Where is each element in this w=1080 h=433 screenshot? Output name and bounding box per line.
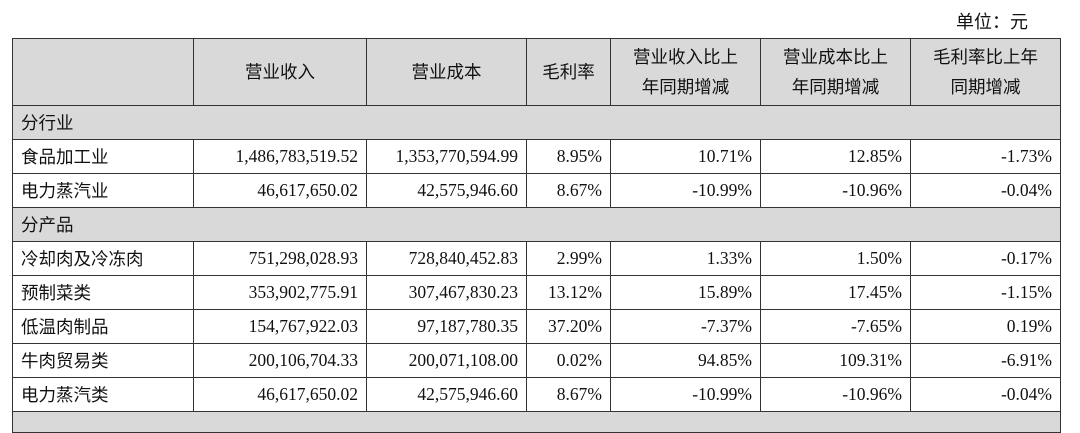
cell-value: 17.45%: [760, 275, 911, 310]
cell-value: 200,071,108.00: [366, 343, 527, 378]
cell-value: 46,617,650.02: [193, 377, 367, 412]
next-group-row: [12, 411, 1061, 433]
cell-value: -1.73%: [910, 139, 1061, 174]
row-label: 食品加工业: [12, 139, 194, 174]
cell-value: 8.95%: [526, 139, 611, 174]
cell-value: 200,106,704.33: [193, 343, 367, 378]
cell-value: -0.04%: [910, 377, 1061, 412]
cell-value: -1.15%: [910, 275, 1061, 310]
cell-value: -10.96%: [760, 173, 911, 208]
cell-value: 15.89%: [610, 275, 761, 310]
cell-value: -10.99%: [610, 173, 761, 208]
table-row: 冷却肉及冷冻肉 751,298,028.93 728,840,452.83 2.99%…: [12, 241, 1061, 276]
header-margin: 毛利率: [526, 38, 611, 106]
cell-value: 1.50%: [760, 241, 911, 276]
cell-value: 307,467,830.23: [366, 275, 527, 310]
revenue-table: 营业收入 营业成本 毛利率 营业收入比上 年同期增减 营业成本比上 年同期增减 毛利…: [12, 38, 1061, 433]
cell-value: -7.37%: [610, 309, 761, 344]
cell-value: 154,767,922.03: [193, 309, 367, 344]
header-revenue-yoy: 营业收入比上 年同期增减: [610, 38, 761, 106]
cell-value: 2.99%: [526, 241, 611, 276]
table-row: 预制菜类 353,902,775.91 307,467,830.23 13.12% 15…: [12, 275, 1061, 310]
cell-value: 1,353,770,594.99: [366, 139, 527, 174]
group-label: 分行业: [12, 105, 1061, 140]
cell-value: -6.91%: [910, 343, 1061, 378]
cell-value: 0.19%: [910, 309, 1061, 344]
cell-value: -10.96%: [760, 377, 911, 412]
cell-value: 12.85%: [760, 139, 911, 174]
cell-value: -7.65%: [760, 309, 911, 344]
cell-value: 42,575,946.60: [366, 173, 527, 208]
unit-label: 单位：元: [956, 12, 1028, 32]
cell-value: 37.20%: [526, 309, 611, 344]
header-margin-yoy: 毛利率比上年 同期增减: [910, 38, 1061, 106]
cell-value: 0.02%: [526, 343, 611, 378]
row-label: 电力蒸汽类: [12, 377, 194, 412]
header-revenue: 营业收入: [193, 38, 367, 106]
header-blank: [12, 38, 194, 106]
row-label: 电力蒸汽业: [12, 173, 194, 208]
header-row: 营业收入 营业成本 毛利率 营业收入比上 年同期增减 营业成本比上 年同期增减 毛利…: [12, 38, 1061, 106]
cell-value: 97,187,780.35: [366, 309, 527, 344]
cell-value: 10.71%: [610, 139, 761, 174]
group-label: 分产品: [12, 207, 1061, 242]
cell-value: 751,298,028.93: [193, 241, 367, 276]
cell-value: 8.67%: [526, 377, 611, 412]
cell-value: -0.17%: [910, 241, 1061, 276]
row-label: 低温肉制品: [12, 309, 194, 344]
cell-value: 728,840,452.83: [366, 241, 527, 276]
row-label: 预制菜类: [12, 275, 194, 310]
cell-value: 46,617,650.02: [193, 173, 367, 208]
table-row: 电力蒸汽类 46,617,650.02 42,575,946.60 8.67% -10.…: [12, 377, 1061, 412]
table-row: 食品加工业 1,486,783,519.52 1,353,770,594.99 8.9…: [12, 139, 1061, 174]
cell-value: 1.33%: [610, 241, 761, 276]
cell-value: -10.99%: [610, 377, 761, 412]
cell-value: 8.67%: [526, 173, 611, 208]
row-label: 冷却肉及冷冻肉: [12, 241, 194, 276]
table-row: 电力蒸汽业 46,617,650.02 42,575,946.60 8.67% -10.…: [12, 173, 1061, 208]
cell-value: 94.85%: [610, 343, 761, 378]
row-label: 牛肉贸易类: [12, 343, 194, 378]
cell-value: 109.31%: [760, 343, 911, 378]
next-group-cell: [12, 411, 1061, 433]
group-row: 分产品: [12, 207, 1061, 242]
header-cost-yoy: 营业成本比上 年同期增减: [760, 38, 911, 106]
cell-value: 353,902,775.91: [193, 275, 367, 310]
cell-value: 1,486,783,519.52: [193, 139, 367, 174]
cell-value: 42,575,946.60: [366, 377, 527, 412]
table-row: 低温肉制品 154,767,922.03 97,187,780.35 37.20% -7…: [12, 309, 1061, 344]
cell-value: 13.12%: [526, 275, 611, 310]
group-row: 分行业: [12, 105, 1061, 140]
cell-value: -0.04%: [910, 173, 1061, 208]
header-cost: 营业成本: [366, 38, 527, 106]
table-row: 牛肉贸易类 200,106,704.33 200,071,108.00 0.02% 94…: [12, 343, 1061, 378]
